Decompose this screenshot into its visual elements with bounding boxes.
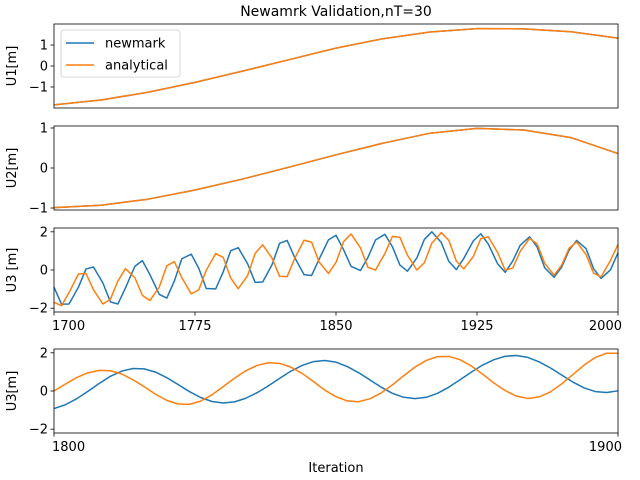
series-line-analytical <box>53 352 618 406</box>
y-axis-label: U1[m] <box>5 46 20 87</box>
x-tick-label: 2000 <box>589 319 622 334</box>
subplots: −101U1[m]newmarkanalytical−101U2[m]−2021… <box>5 23 622 476</box>
x-tick-label: 1700 <box>52 319 85 334</box>
y-tick-label: −2 <box>29 423 48 438</box>
x-tick-label: 1800 <box>52 440 85 455</box>
series-line-analytical <box>53 27 619 106</box>
y-tick-label: 1 <box>40 122 48 137</box>
y-axis-label: U3 [m] <box>5 248 20 293</box>
y-tick-label: 0 <box>40 385 48 400</box>
x-tick-label: 1775 <box>178 319 211 334</box>
y-tick-label: 0 <box>40 162 48 177</box>
subplot-4: −2 0 2 1800 1900 U3[m] Iteration <box>5 346 622 476</box>
subplot-3: −2 0 2 1700 1775 1850 1925 2000 U3 [m] <box>5 225 622 334</box>
y-tick-label: 1 <box>40 39 48 54</box>
subplot-1: −1 0 1 U1[m] newmark analytical <box>5 23 619 109</box>
y-tick-label: −1 <box>29 81 48 96</box>
y-tick-label: 0 <box>40 60 48 75</box>
x-tick-label: 1900 <box>589 440 622 455</box>
x-tick-label: 1925 <box>460 319 493 334</box>
figure-title: Newamrk Validation,nT=30 <box>240 4 432 20</box>
x-tick-label: 1850 <box>319 319 352 334</box>
x-axis-label: Iteration <box>308 461 363 476</box>
series-line-analytical <box>53 231 619 307</box>
legend: newmark analytical <box>60 29 181 78</box>
y-tick-label: 2 <box>40 225 48 240</box>
series-line-newmark <box>53 231 619 305</box>
y-tick-label: 0 <box>40 264 48 279</box>
series-line-newmark <box>53 354 619 410</box>
legend-label-newmark: newmark <box>105 37 166 52</box>
y-axis-label: U3[m] <box>5 371 20 412</box>
y-tick-label: −1 <box>29 202 48 217</box>
series-line-analytical <box>53 127 619 209</box>
legend-label-analytical: analytical <box>105 59 168 74</box>
y-axis-label: U2[m] <box>5 148 20 189</box>
y-tick-label: −2 <box>29 302 48 317</box>
y-tick-label: 2 <box>40 346 48 361</box>
subplot-2: −1 0 1 U2[m] <box>5 122 619 217</box>
